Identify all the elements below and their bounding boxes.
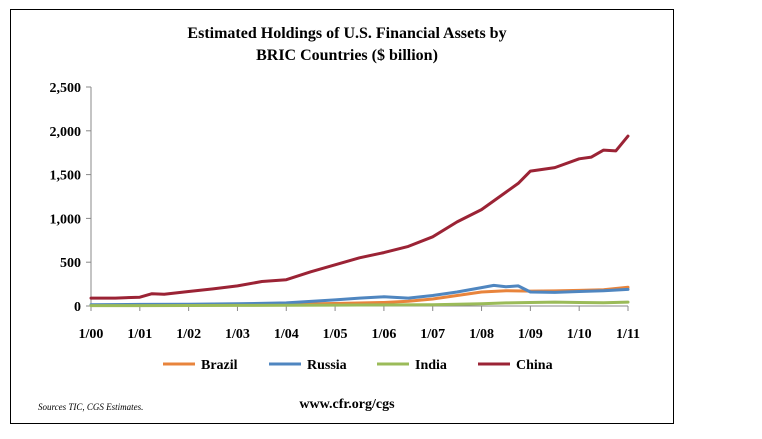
legend-label-brazil: Brazil	[201, 358, 238, 373]
x-tick-label: 1/08	[469, 327, 494, 342]
series-line-india	[89, 300, 630, 308]
legend: Brazil Russia India China	[163, 358, 553, 373]
x-tick-label: 1/00	[79, 327, 104, 342]
x-tick-label: 1/06	[371, 327, 396, 342]
legend-label-china: China	[516, 358, 553, 373]
x-tick-label: 1/04	[274, 327, 299, 342]
y-tick-label: 1,500	[50, 169, 82, 184]
x-tick-label: 1/07	[420, 327, 445, 342]
y-tick-label: 500	[60, 256, 81, 271]
x-tick-label: 1/01	[127, 327, 152, 342]
x-tick-label: 1/02	[176, 327, 201, 342]
y-tick-label: 2,000	[50, 125, 82, 140]
x-tick-label: 1/03	[225, 327, 250, 342]
chart-title-line1: Estimated Holdings of U.S. Financial Ass…	[187, 25, 506, 42]
series-line-china	[89, 134, 630, 300]
series-line-russia	[89, 283, 630, 307]
x-tick-label: 1/10	[567, 327, 592, 342]
source-note: Sources TIC, CGS Estimates.	[38, 402, 143, 412]
x-tick-label: 1/11	[616, 327, 640, 342]
x-tick-label: 1/05	[323, 327, 348, 342]
series-layer	[89, 134, 630, 308]
axes: 0 500 1,000 1,500 2,000 2,500 1/00 1/01 1/02 1/03…	[50, 81, 641, 342]
chart-title-line2: BRIC Countries ($ billion)	[256, 47, 438, 64]
y-tick-label: 0	[74, 300, 81, 315]
x-tick-label: 1/09	[518, 327, 543, 342]
y-tick-label: 1,000	[50, 212, 82, 227]
bric-holdings-chart: Estimated Holdings of U.S. Financial Ass…	[38, 25, 641, 412]
url-label: www.cfr.org/cgs	[299, 397, 395, 412]
legend-label-russia: Russia	[307, 358, 347, 373]
chart-frame: Estimated Holdings of U.S. Financial Ass…	[10, 9, 674, 424]
legend-label-india: India	[415, 358, 447, 373]
y-tick-label: 2,500	[50, 81, 82, 96]
